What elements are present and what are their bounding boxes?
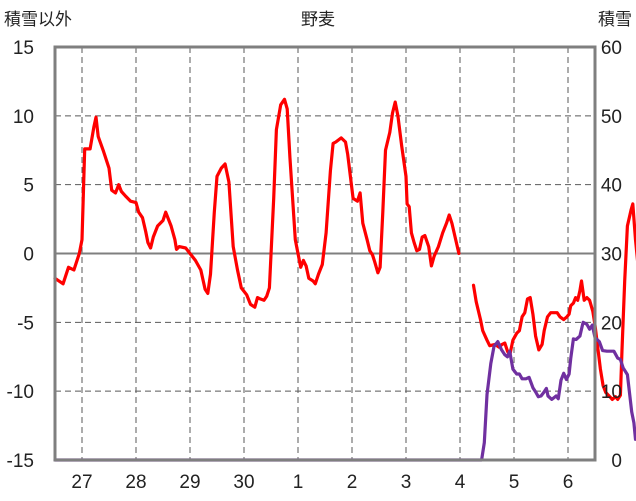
temperature-series-line-1 (471, 202, 636, 401)
x-tick-label: 5 (509, 472, 520, 493)
right-tick-label: 40 (601, 176, 622, 197)
x-tick-label: 1 (293, 472, 304, 493)
right-tick-label: 20 (601, 313, 622, 334)
left-axis-label: 積雪以外 (4, 10, 72, 30)
grid (55, 47, 595, 460)
left-tick-label: -5 (17, 313, 34, 334)
x-tick-label: 30 (233, 472, 254, 493)
x-tick-label: 3 (401, 472, 412, 493)
x-tick-label: 28 (125, 472, 146, 493)
right-tick-label: 60 (601, 38, 622, 59)
right-axis-label: 積雪 (598, 10, 632, 30)
right-tick-label: 0 (611, 451, 622, 472)
left-tick-label: 5 (23, 176, 34, 197)
right-tick-label: 50 (601, 107, 622, 128)
left-tick-label: -10 (7, 382, 34, 403)
right-tick-label: 10 (601, 382, 622, 403)
left-tick-label: 15 (13, 38, 34, 59)
left-tick-label: -15 (7, 451, 34, 472)
left-tick-label: 0 (23, 245, 34, 266)
x-tick-label: 29 (179, 472, 200, 493)
x-tick-label: 2 (347, 472, 358, 493)
snow-series-line-0 (53, 320, 636, 462)
x-tick-label: 27 (71, 472, 92, 493)
chart-title: 野麦 (301, 10, 335, 30)
x-tick-label: 4 (455, 472, 466, 493)
x-tick-label: 6 (563, 472, 574, 493)
temperature-series-line-0 (53, 97, 461, 309)
right-tick-label: 30 (601, 245, 622, 266)
labels: -15 -10 -5 0 5 10 15 0 10 20 30 40 50 60 27 28 29 30 1 2 3 4 5… (4, 10, 632, 493)
series-group (53, 97, 636, 462)
plot-frame (53, 45, 597, 462)
left-tick-label: 10 (13, 107, 34, 128)
